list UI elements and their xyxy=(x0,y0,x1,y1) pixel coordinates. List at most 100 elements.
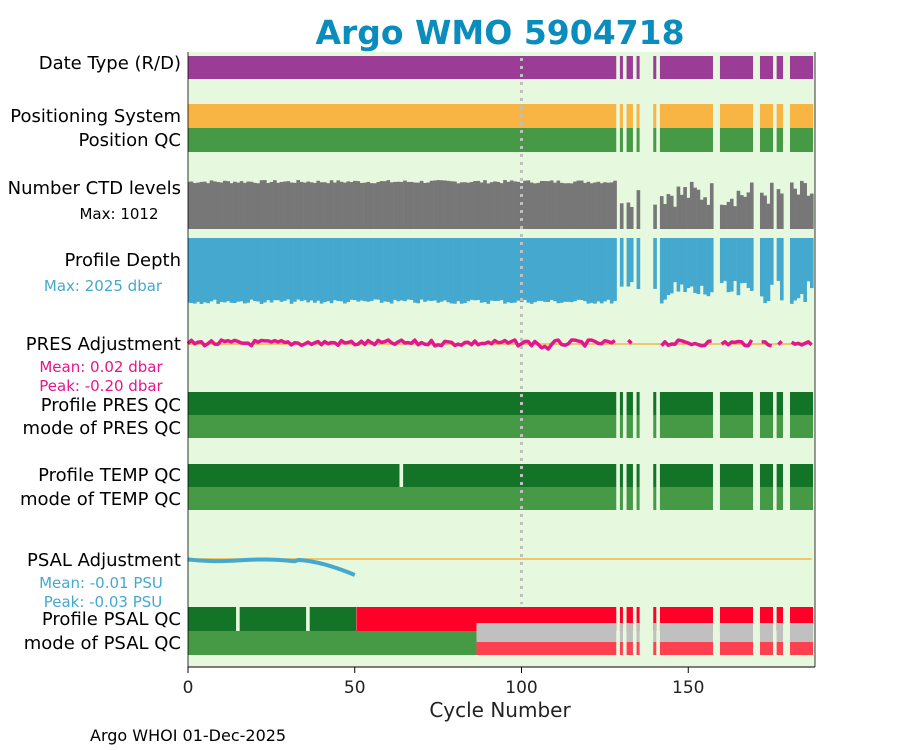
profile-depth-bar xyxy=(776,238,781,281)
profile-depth-bar xyxy=(799,238,804,295)
prespqc-segment xyxy=(188,392,617,415)
profile-depth-bar xyxy=(583,238,587,302)
profile-depth-bar xyxy=(516,238,521,301)
datatype-segment xyxy=(619,56,623,79)
profile-depth-bar xyxy=(619,238,624,287)
posqc-segment xyxy=(188,128,617,152)
ctd-levels-bar xyxy=(219,182,224,229)
x-tick-label: 150 xyxy=(672,678,704,698)
pres-adjustment-series xyxy=(761,340,773,348)
datatype-segment xyxy=(188,56,617,79)
possys-segment xyxy=(653,104,657,128)
posqc-segment xyxy=(776,128,784,152)
profile-depth-bar xyxy=(393,238,397,300)
ctd-levels-bar xyxy=(319,182,324,229)
psal-mode-gray-segment xyxy=(759,623,774,642)
profile-depth-bar xyxy=(803,238,807,303)
posqc-segment xyxy=(659,128,713,152)
profile-depth-bar xyxy=(529,238,534,304)
row-temppqc xyxy=(188,464,814,487)
datatype-segment xyxy=(659,56,713,79)
ctd-levels-bar xyxy=(776,189,781,229)
profile-depth-bar xyxy=(636,238,641,290)
tempmode-segment xyxy=(659,487,713,510)
ctd-levels-bar xyxy=(676,186,681,229)
profile-depth-bar xyxy=(796,238,801,299)
row-label-presadj: PRES Adjustment xyxy=(26,334,181,355)
profile-depth-bar xyxy=(769,238,774,285)
profile-depth-bar xyxy=(606,238,611,300)
psal-mode-gray-segment xyxy=(719,623,754,642)
ctd-levels-bar xyxy=(293,182,297,229)
profile-depth-bar xyxy=(539,238,544,301)
row-psalmode xyxy=(188,623,814,655)
ctd-levels-bar xyxy=(663,204,667,229)
profile-depth-bar xyxy=(206,238,210,304)
profile-depth-bar xyxy=(759,238,764,297)
psal-mode-red-segment xyxy=(626,642,633,655)
ctd-levels-bar xyxy=(349,182,354,229)
row-presmode xyxy=(188,415,814,438)
ctd-levels-bar xyxy=(673,206,677,229)
ctd-levels-bar xyxy=(659,196,664,229)
profile-depth-bar xyxy=(696,238,701,295)
profile-depth-bar xyxy=(806,238,811,282)
profile-depth-bar xyxy=(249,238,254,300)
datatype-segment xyxy=(776,56,784,79)
row-tempmode xyxy=(188,487,814,510)
profile-depth-bar xyxy=(476,238,481,300)
row-sublabel-presadj: Mean: 0.02 dbar xyxy=(39,358,163,376)
prespqc-segment xyxy=(619,392,623,415)
profile-depth-bar xyxy=(609,238,614,304)
ctd-levels-bar xyxy=(556,180,561,229)
psal-mode-red-segment xyxy=(789,642,814,655)
profile-depth-bar xyxy=(269,238,274,303)
ctd-levels-bar xyxy=(759,192,764,229)
profile-depth-bar xyxy=(669,238,674,294)
ctd-levels-bar xyxy=(463,182,467,229)
datatype-segment xyxy=(653,56,657,79)
profile-depth-bar xyxy=(489,238,494,301)
ctd-levels-bar xyxy=(343,182,347,229)
row-posqc xyxy=(188,128,814,152)
ctd-levels-bar xyxy=(306,181,311,229)
psal-mode-red-segment xyxy=(659,642,713,655)
ctd-levels-bar xyxy=(489,182,494,229)
profile-depth-bar xyxy=(593,238,597,304)
profile-depth-bar xyxy=(536,238,541,301)
profile-depth-bar xyxy=(316,238,321,301)
ctd-levels-bar xyxy=(316,180,321,229)
profile-depth-bar xyxy=(203,238,207,303)
profile-depth-bar xyxy=(706,238,711,297)
profile-depth-bar xyxy=(556,238,561,304)
ctd-levels-bar xyxy=(693,187,697,229)
temppqc-segment xyxy=(653,464,657,487)
profile-depth-bar xyxy=(326,238,331,302)
profile-depth-bar xyxy=(439,238,444,302)
ctd-levels-bar xyxy=(409,181,414,229)
ctd-levels-bar xyxy=(563,183,567,229)
row-prespqc xyxy=(188,392,814,415)
prespqc-segment xyxy=(626,392,633,415)
ctd-levels-bar xyxy=(749,182,754,229)
profile-depth-bar xyxy=(429,238,434,301)
possys-segment xyxy=(659,104,713,128)
ctd-levels-bar xyxy=(549,180,554,229)
profile-depth-bar xyxy=(779,238,784,301)
psal-mode-gray-segment xyxy=(789,623,814,642)
ctd-levels-bar xyxy=(373,183,377,229)
profile-depth-bar xyxy=(423,238,427,302)
ctd-levels-bar xyxy=(189,181,194,229)
ctd-levels-bar xyxy=(389,182,394,229)
row-depth xyxy=(188,238,814,304)
profile-depth-bar xyxy=(733,238,737,281)
ctd-levels-bar xyxy=(603,182,607,229)
ctd-levels-bar xyxy=(583,182,587,229)
profile-depth-bar xyxy=(363,238,367,302)
ctd-levels-bar xyxy=(739,195,744,229)
ctd-levels-bar xyxy=(573,181,577,229)
ctd-levels-bar xyxy=(386,180,391,229)
ctd-levels-bar xyxy=(596,181,601,229)
presmode-segment xyxy=(719,415,754,438)
tempmode-segment xyxy=(719,487,754,510)
